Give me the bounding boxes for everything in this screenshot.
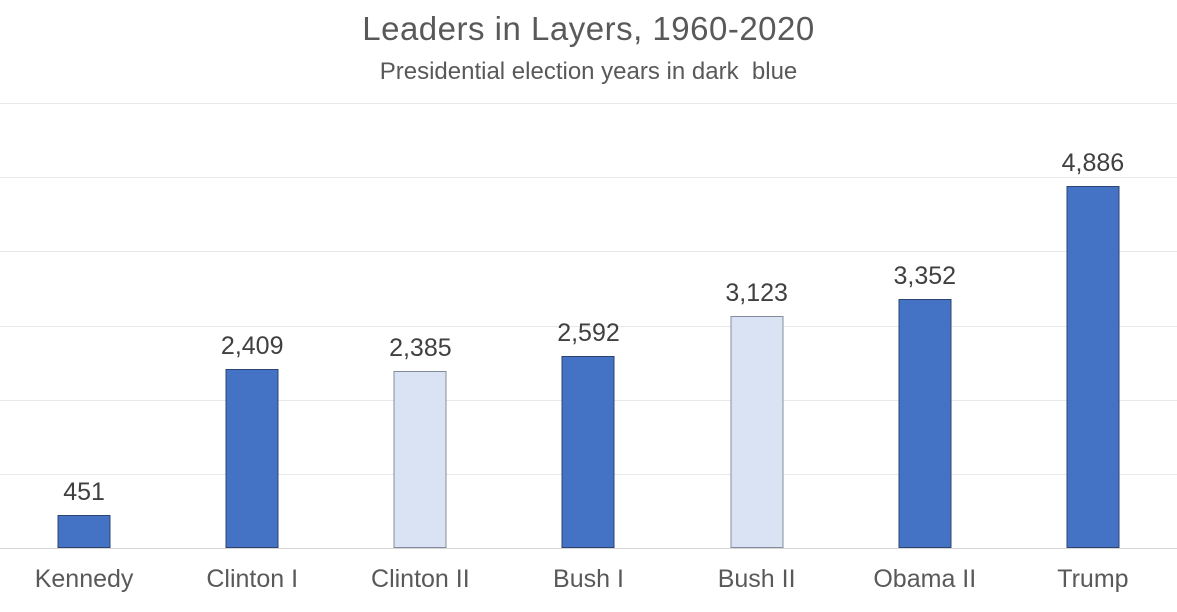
chart-title: Leaders in Layers, 1960-2020 [362, 10, 815, 47]
value-label-bush-i: 2,592 [557, 318, 620, 347]
value-label-clinton-ii: 2,385 [389, 334, 452, 363]
gridline-3000 [0, 325, 1177, 327]
bar-column-clinton-i: 2,409 [168, 103, 336, 548]
x-label-obama-ii: Obama II [873, 565, 977, 593]
bar-obama-ii [898, 299, 952, 548]
x-label-bush-i: Bush I [553, 565, 624, 593]
value-label-clinton-i: 2,409 [220, 332, 284, 361]
value-label-bush-ii: 3,123 [725, 279, 788, 308]
bar-column-bush-ii: 3,123 [673, 103, 841, 548]
x-label-clinton-ii: Clinton II [371, 565, 470, 593]
bar-column-trump: 4,886 [1009, 103, 1177, 548]
bar-column-bush-i: 2,592 [504, 103, 672, 548]
bar-bush-i [561, 355, 615, 548]
plot-area: 451 2,409 2,385 2,592 3,123 3,352 4,886 [0, 103, 1177, 549]
bar-trump [1066, 185, 1120, 548]
bar-clinton-ii [393, 371, 447, 548]
x-label-trump: Trump [1057, 565, 1129, 593]
gridline-4000 [0, 251, 1177, 253]
bar-column-clinton-ii: 2,385 [336, 103, 504, 548]
gridline-6000 [0, 103, 1177, 104]
value-label-kennedy: 451 [63, 477, 105, 506]
bar-clinton-i [225, 369, 279, 548]
value-label-trump: 4,886 [1061, 148, 1125, 177]
bar-column-kennedy: 451 [0, 103, 168, 548]
x-label-bush-ii: Bush II [717, 565, 796, 593]
bar-bush-ii [730, 316, 784, 548]
x-label-clinton-i: Clinton I [206, 565, 299, 593]
x-axis-labels: Kennedy Clinton I Clinton II Bush I Bush II O… [0, 549, 1177, 612]
bar-kennedy [57, 514, 111, 548]
bar-columns: 451 2,409 2,385 2,592 3,123 3,352 4,886 [0, 103, 1177, 548]
gridline-5000 [0, 177, 1177, 179]
value-label-obama-ii: 3,352 [893, 262, 957, 291]
bar-column-obama-ii: 3,352 [841, 103, 1009, 548]
x-label-kennedy: Kennedy [34, 565, 134, 593]
chart-subtitle: Presidential election years in dark blue [379, 58, 798, 85]
